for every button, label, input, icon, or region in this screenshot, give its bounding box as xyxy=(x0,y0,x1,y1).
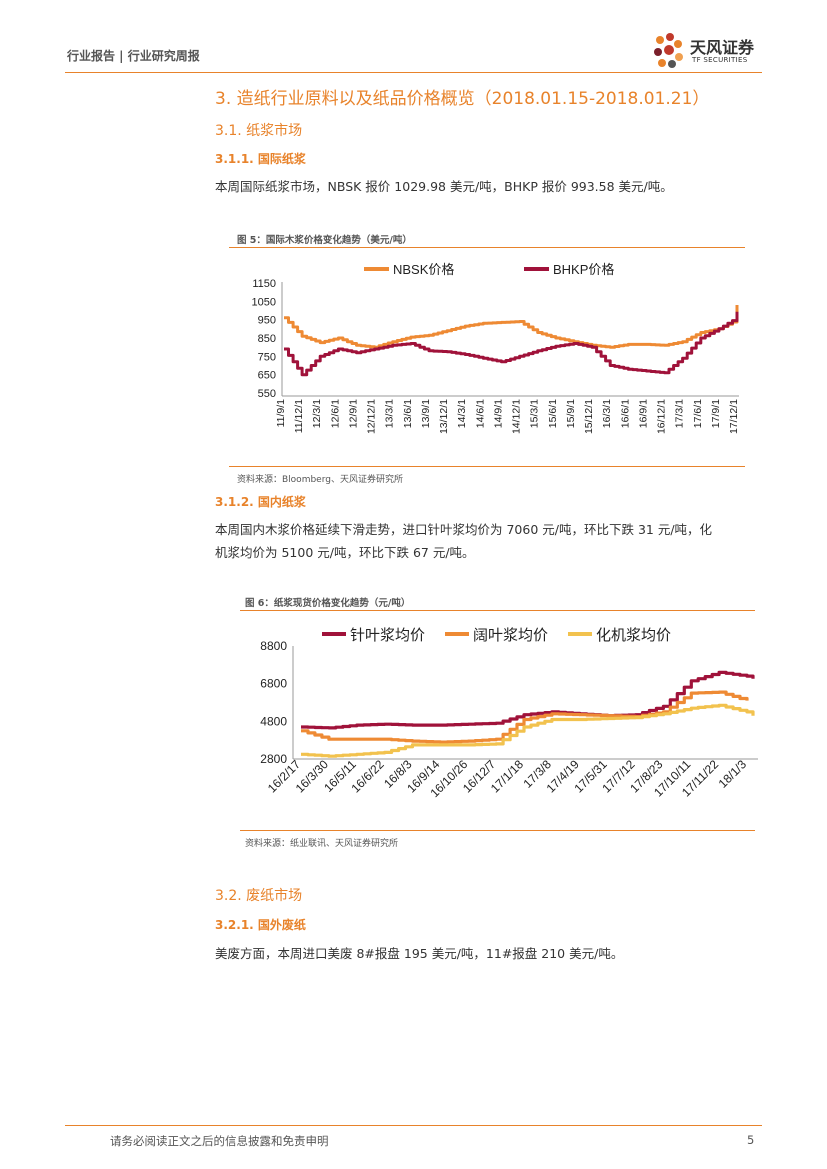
y-tick-label: 550 xyxy=(258,388,276,400)
legend-label-cmp: 化机浆均价 xyxy=(596,626,671,644)
footer-disclaimer: 请务必阅读正文之后的信息披露和免责申明 xyxy=(110,1134,329,1148)
x-tick-label: 12/12/1 xyxy=(366,399,378,434)
section-title: 3. 造纸行业原料以及纸品价格概览（2018.01.15-2018.01.21） xyxy=(215,89,710,109)
y-tick-label: 6800 xyxy=(260,677,287,691)
chart2-legend: 针叶浆均价 阔叶浆均价 化机浆均价 xyxy=(322,626,671,644)
footer-divider xyxy=(65,1125,762,1126)
paragraph-domestic-pulp-line1: 本周国内木浆价格延续下滑走势，进口针叶浆均价为 7060 元/吨，环比下跌 31… xyxy=(215,522,713,537)
series-line-1 xyxy=(301,690,749,744)
x-tick-label: 17/9/1 xyxy=(710,399,722,428)
y-tick-label: 650 xyxy=(258,370,276,382)
y-tick-label: 1150 xyxy=(252,278,276,290)
x-tick-label: 14/9/1 xyxy=(492,399,504,428)
y-tick-label: 4800 xyxy=(260,714,287,728)
subsection-foreign-wastepaper: 3.2.1. 国外废纸 xyxy=(215,918,306,932)
x-tick-label: 15/3/1 xyxy=(529,399,541,428)
figure5-title: 图 5：国际木浆价格变化趋势（美元/吨） xyxy=(237,235,412,246)
figure6-source: 资料来源：纸业联讯、天风证券研究所 xyxy=(245,839,399,849)
company-logo: 天风证券 TF SECURITIES xyxy=(650,32,770,72)
legend-label-nbsk: NBSK价格 xyxy=(393,262,454,277)
y-tick-label: 2800 xyxy=(260,752,287,766)
chart1-y-axis: 1150 1050 950 850 750 650 550 xyxy=(252,278,276,400)
subsection-domestic-pulp: 3.1.2. 国内纸浆 xyxy=(215,495,306,509)
chart1-x-axis: 11/9/1 11/12/1 12/3/1 12/6/1 12/9/1 12/12/1 13… xyxy=(275,399,740,434)
x-tick-label: 17/6/1 xyxy=(692,399,704,428)
y-tick-label: 1050 xyxy=(252,296,276,308)
x-tick-label: 16/12/1 xyxy=(656,399,668,434)
x-tick-label: 12/9/1 xyxy=(347,399,359,428)
series-line-1 xyxy=(284,311,739,377)
legend-label-softwood: 针叶浆均价 xyxy=(350,626,425,644)
x-tick-label: 12/6/1 xyxy=(329,399,341,428)
y-tick-label: 750 xyxy=(258,351,276,363)
flower-logo-icon xyxy=(654,33,683,68)
paragraph-foreign-wastepaper: 美废方面，本周进口美废 8#报盘 195 美元/吨，11#报盘 210 美元/吨… xyxy=(215,946,624,961)
x-tick-label: 14/12/1 xyxy=(511,399,523,434)
figure6-bottom-rule xyxy=(240,830,755,831)
subsection-wastepaper-market: 3.2. 废纸市场 xyxy=(215,888,303,904)
logo-name-en: TF SECURITIES xyxy=(692,56,748,64)
subsection-international-pulp: 3.1.1. 国际纸浆 xyxy=(215,152,306,166)
y-tick-label: 850 xyxy=(258,333,276,345)
x-tick-label: 15/9/1 xyxy=(565,399,577,428)
x-tick-label: 17/12/1 xyxy=(728,399,740,434)
page-number: 5 xyxy=(747,1133,755,1147)
header-divider xyxy=(65,72,762,73)
x-tick-label: 11/12/1 xyxy=(293,399,305,433)
paragraph-domestic-pulp-line2: 机浆均价为 5100 元/吨，环比下跌 67 元/吨。 xyxy=(215,545,475,560)
series-line-0 xyxy=(301,670,755,730)
report-breadcrumb: 行业报告 | 行业研究周报 xyxy=(67,49,200,63)
x-tick-label: 13/12/1 xyxy=(438,399,450,434)
x-tick-label: 13/3/1 xyxy=(384,399,396,428)
y-tick-label: 950 xyxy=(258,315,276,327)
subsection-pulp-market: 3.1. 纸浆市场 xyxy=(215,123,303,139)
figure5-source: 资料来源：Bloomberg、天风证券研究所 xyxy=(237,475,403,485)
x-tick-label: 14/3/1 xyxy=(456,399,468,428)
x-tick-label: 13/9/1 xyxy=(420,399,432,428)
chart2-y-axis: 8800 6800 4800 2800 xyxy=(260,639,287,766)
x-tick-label: 16/9/1 xyxy=(637,399,649,428)
x-tick-label: 16/6/1 xyxy=(619,399,631,428)
chart2-x-axis: 16/2/1716/3/3016/5/1116/6/2216/8/316/9/1… xyxy=(265,757,749,800)
chart2-series xyxy=(301,670,755,758)
x-tick-label: 14/6/1 xyxy=(474,399,486,428)
x-tick-label: 17/3/1 xyxy=(674,399,686,428)
x-tick-label: 13/6/1 xyxy=(402,399,414,428)
chart1-series xyxy=(284,305,739,377)
x-tick-label: 16/3/1 xyxy=(601,399,613,428)
series-line-2 xyxy=(301,703,755,758)
figure5-top-rule xyxy=(229,247,745,248)
series-line-0 xyxy=(284,305,739,349)
y-tick-label: 8800 xyxy=(260,639,287,653)
chart-domestic-pulp-spot-price: 针叶浆均价 阔叶浆均价 化机浆均价 8800 6800 4800 2800 16/2/… xyxy=(260,626,758,800)
legend-label-bhkp: BHKP价格 xyxy=(553,262,614,277)
figure6-title: 图 6：纸浆现货价格变化趋势（元/吨） xyxy=(245,598,411,609)
x-tick-label: 15/6/1 xyxy=(547,399,559,428)
x-tick-label: 18/1/3 xyxy=(716,757,750,791)
figure5-bottom-rule xyxy=(229,466,745,467)
figure6-top-rule xyxy=(240,610,755,611)
paragraph-international-pulp: 本周国际纸浆市场，NBSK 报价 1029.98 美元/吨，BHKP 报价 99… xyxy=(215,179,673,194)
x-tick-label: 12/3/1 xyxy=(311,399,323,428)
chart1-legend: NBSK价格 BHKP价格 xyxy=(364,262,614,277)
chart-international-pulp-price: NBSK价格 BHKP价格 1150 1050 950 850 750 650 550 11… xyxy=(252,262,740,434)
logo-name-cn: 天风证券 xyxy=(690,38,755,57)
legend-label-hardwood: 阔叶浆均价 xyxy=(473,626,548,644)
x-tick-label: 15/12/1 xyxy=(583,399,595,434)
x-tick-label: 11/9/1 xyxy=(275,399,287,428)
